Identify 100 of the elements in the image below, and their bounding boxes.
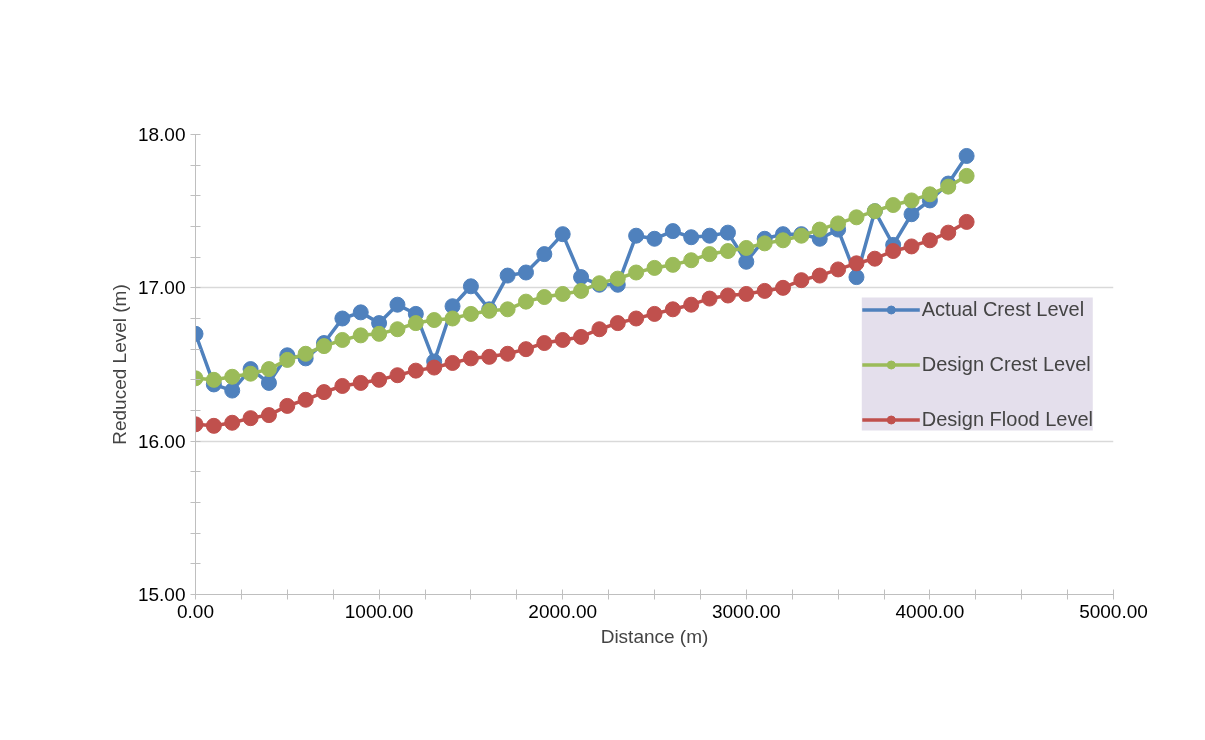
x-tick-label: 2000.00 bbox=[528, 600, 598, 622]
point bbox=[407, 362, 424, 379]
point bbox=[830, 215, 847, 232]
x-tick-label: 4000.00 bbox=[895, 600, 965, 622]
point bbox=[701, 227, 718, 244]
point bbox=[701, 290, 718, 307]
point bbox=[683, 296, 700, 313]
point bbox=[499, 301, 516, 318]
point bbox=[903, 192, 920, 209]
point bbox=[958, 167, 975, 184]
x-axis-title: Distance (m) bbox=[600, 625, 709, 647]
point bbox=[609, 315, 626, 332]
point bbox=[885, 197, 902, 214]
point bbox=[664, 223, 681, 240]
point bbox=[536, 289, 553, 306]
point bbox=[462, 278, 479, 295]
point bbox=[517, 264, 534, 281]
point bbox=[554, 226, 571, 243]
point bbox=[536, 246, 553, 263]
point bbox=[903, 238, 920, 255]
point bbox=[371, 371, 388, 388]
point bbox=[205, 371, 222, 388]
point bbox=[811, 267, 828, 284]
point bbox=[628, 264, 645, 281]
legend-label: Actual Crest Level bbox=[921, 297, 1085, 321]
point bbox=[536, 335, 553, 352]
point bbox=[444, 354, 461, 371]
point bbox=[297, 345, 314, 362]
point bbox=[224, 414, 241, 431]
point bbox=[646, 230, 663, 247]
point bbox=[389, 296, 406, 313]
x-tick-label: 5000.00 bbox=[1079, 600, 1148, 622]
point bbox=[352, 374, 369, 391]
point bbox=[371, 325, 388, 342]
point bbox=[775, 279, 792, 296]
point bbox=[719, 243, 736, 260]
point bbox=[389, 321, 406, 338]
point bbox=[628, 227, 645, 244]
point bbox=[591, 321, 608, 338]
point bbox=[499, 267, 516, 284]
point bbox=[903, 206, 920, 223]
point bbox=[958, 147, 975, 164]
x-tick-label: 1000.00 bbox=[344, 600, 414, 622]
point bbox=[242, 365, 259, 382]
point bbox=[958, 213, 975, 230]
point bbox=[848, 209, 865, 226]
y-tick-label: 17.00 bbox=[137, 277, 186, 299]
point bbox=[554, 285, 571, 302]
point bbox=[444, 310, 461, 327]
point bbox=[334, 310, 351, 327]
point bbox=[738, 285, 755, 302]
point bbox=[260, 374, 277, 391]
x-tick-label: 3000.00 bbox=[711, 600, 781, 622]
point bbox=[848, 269, 865, 286]
point bbox=[866, 250, 883, 267]
point bbox=[646, 259, 663, 276]
point bbox=[407, 315, 424, 332]
point bbox=[554, 331, 571, 348]
point bbox=[316, 384, 333, 401]
point bbox=[921, 186, 938, 203]
point bbox=[793, 272, 810, 289]
point bbox=[756, 235, 773, 252]
point bbox=[260, 407, 277, 424]
point bbox=[224, 382, 241, 399]
point bbox=[756, 282, 773, 299]
point bbox=[352, 327, 369, 344]
point bbox=[352, 304, 369, 321]
point bbox=[701, 246, 718, 263]
point bbox=[738, 239, 755, 256]
point bbox=[334, 331, 351, 348]
point bbox=[224, 368, 241, 385]
point bbox=[462, 350, 479, 367]
point bbox=[683, 229, 700, 246]
point bbox=[683, 252, 700, 269]
point bbox=[334, 377, 351, 394]
point bbox=[517, 341, 534, 358]
point bbox=[205, 417, 222, 434]
point bbox=[517, 293, 534, 310]
point bbox=[609, 270, 626, 287]
point bbox=[426, 312, 443, 329]
point bbox=[297, 391, 314, 408]
point bbox=[885, 243, 902, 260]
point bbox=[664, 256, 681, 273]
point bbox=[628, 310, 645, 327]
point bbox=[462, 305, 479, 322]
point bbox=[242, 410, 259, 427]
legend-label: Design Crest Level bbox=[921, 352, 1091, 376]
point bbox=[664, 301, 681, 318]
y-tick-label: 18.00 bbox=[137, 124, 186, 145]
point bbox=[499, 345, 516, 362]
point bbox=[719, 287, 736, 304]
point bbox=[573, 328, 590, 345]
point bbox=[921, 232, 938, 249]
point bbox=[279, 397, 296, 414]
legend-label: Design Flood Level bbox=[921, 407, 1093, 431]
y-axis-title: Reduced Level (m) bbox=[108, 284, 130, 445]
point bbox=[573, 282, 590, 299]
point bbox=[811, 221, 828, 238]
point bbox=[848, 255, 865, 272]
point bbox=[260, 361, 277, 378]
